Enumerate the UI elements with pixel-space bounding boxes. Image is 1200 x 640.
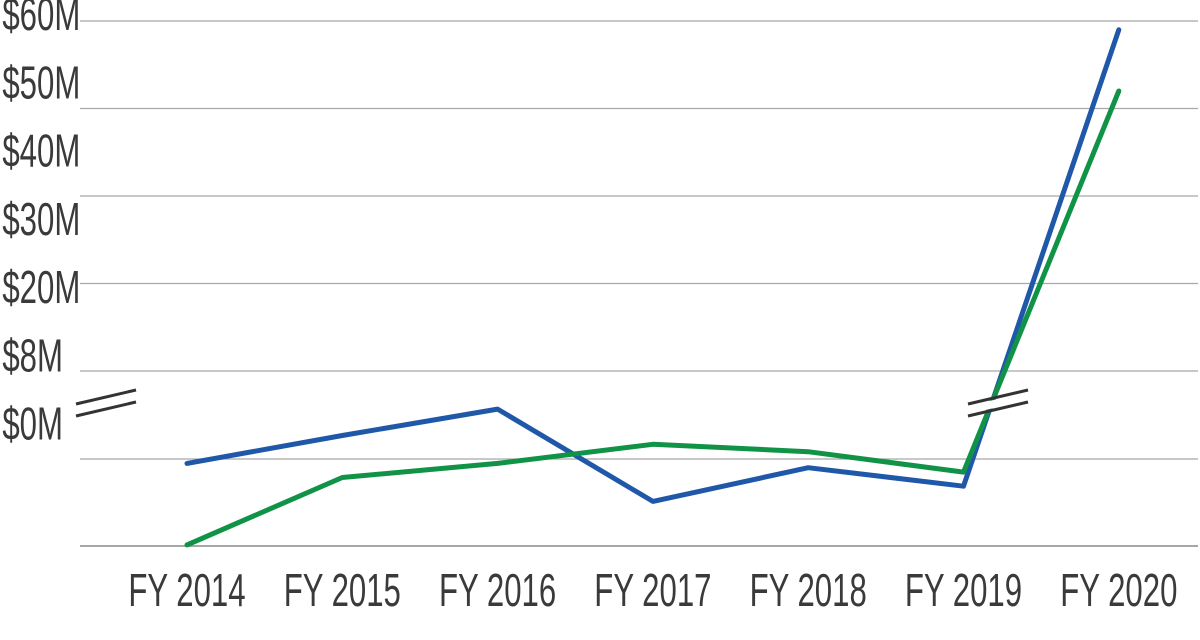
x-tick-label: FY 2015 (284, 565, 401, 617)
y-tick-label: $40M (2, 125, 80, 177)
y-axis-break-mark (75, 388, 137, 418)
y-tick-label: $0M (2, 398, 63, 450)
series-line-2 (184, 88, 1122, 548)
x-tick-label: FY 2019 (905, 565, 1022, 617)
grid-lines (80, 20, 1198, 547)
series-lines (184, 27, 1122, 548)
axis-break-marks (75, 388, 1029, 418)
break-stroke (75, 388, 137, 406)
y-tick-label: $20M (2, 262, 80, 314)
break-stroke (967, 400, 1029, 418)
x-tick-label: FY 2018 (750, 565, 867, 617)
x-axis-tick-labels: FY 2014 FY 2015 FY 2016 FY 2017 FY 2018 FY 20… (128, 565, 1177, 617)
y-tick-label: $30M (2, 194, 80, 246)
y-tick-label: $50M (2, 57, 80, 109)
x-tick-label: FY 2014 (128, 565, 245, 617)
break-stroke (967, 388, 1029, 406)
x-tick-label: FY 2020 (1060, 565, 1177, 617)
x-tick-label: FY 2016 (439, 565, 556, 617)
x-tick-label: FY 2017 (594, 565, 711, 617)
break-gap (968, 392, 1028, 414)
y-tick-label: $8M (2, 331, 63, 383)
break-gap (76, 392, 136, 414)
y-tick-label: $60M (2, 0, 80, 41)
y-axis-tick-labels: $0M $8M $20M $30M $40M $50M $60M (2, 0, 80, 450)
series-line-1 (184, 27, 1122, 504)
break-stroke (75, 400, 137, 418)
series-break-mark (967, 388, 1029, 418)
